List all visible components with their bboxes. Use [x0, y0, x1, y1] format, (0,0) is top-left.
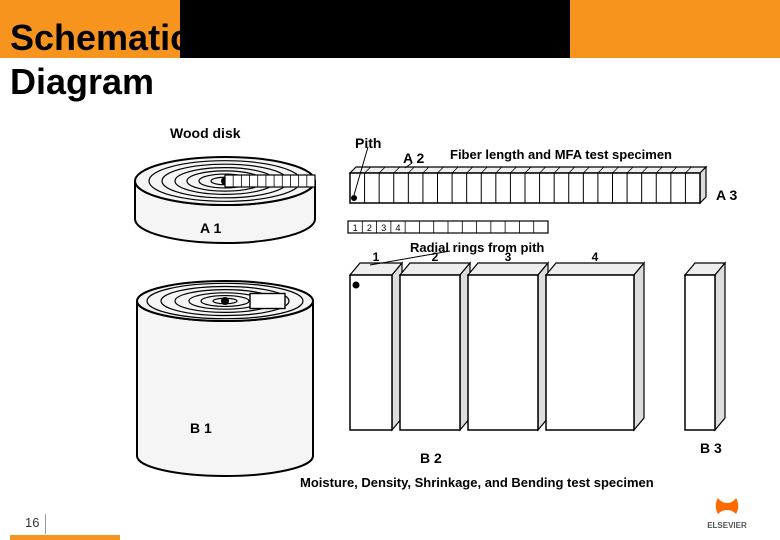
- label-a3: A 3: [716, 187, 737, 203]
- label-a1: A 1: [200, 220, 221, 236]
- title-line-2: Diagram: [10, 61, 154, 102]
- svg-text:2: 2: [367, 223, 372, 233]
- svg-text:4: 4: [395, 223, 400, 233]
- logo-tree-icon: [716, 498, 739, 514]
- footer-accent: [10, 535, 120, 540]
- header-black-block: [180, 0, 570, 58]
- footer-divider: [45, 514, 46, 534]
- page-number: 16: [25, 515, 39, 530]
- label-fiber-spec: Fiber length and MFA test specimen: [450, 147, 672, 162]
- logo-svg: ELSEVIER: [692, 496, 762, 532]
- elsevier-logo: ELSEVIER: [692, 496, 762, 532]
- diagram-svg: 12341234: [0, 125, 780, 505]
- svg-text:1: 1: [353, 223, 358, 233]
- label-pith: Pith: [355, 135, 381, 151]
- logo-text: ELSEVIER: [707, 521, 747, 530]
- label-wood-disk: Wood disk: [170, 125, 241, 141]
- label-a2: A 2: [403, 150, 424, 166]
- label-b3: B 3: [700, 440, 722, 456]
- label-bottom-spec: Moisture, Density, Shrinkage, and Bendin…: [300, 475, 654, 490]
- svg-text:3: 3: [381, 223, 386, 233]
- svg-text:1: 1: [373, 250, 380, 264]
- page-title: Schematic Diagram: [10, 16, 190, 104]
- title-line-1: Schematic: [10, 17, 190, 58]
- label-radial-rings: Radial rings from pith: [410, 240, 544, 255]
- label-b2: B 2: [420, 450, 442, 466]
- diagram-area: 12341234 Wood disk Pith A 2 Fiber length…: [0, 125, 780, 505]
- svg-text:4: 4: [592, 250, 599, 264]
- label-b1: B 1: [190, 420, 212, 436]
